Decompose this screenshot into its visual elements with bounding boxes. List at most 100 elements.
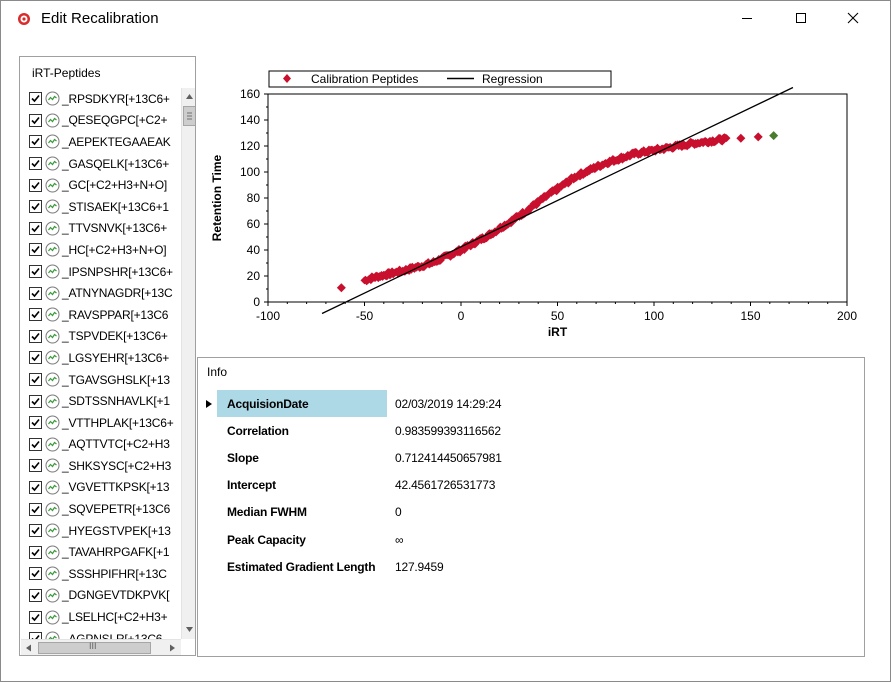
peptide-checkbox[interactable]	[29, 243, 42, 257]
info-key[interactable]: AcquisionDate	[217, 390, 387, 418]
calibration-point[interactable]	[722, 134, 731, 143]
peptide-row[interactable]: _QESEQGPC[+C2+	[29, 110, 181, 132]
peptide-checkbox[interactable]	[29, 135, 42, 149]
peptide-row[interactable]: _STISAEK[+13C6+1	[29, 196, 181, 218]
scroll-up-arrow-icon[interactable]	[183, 90, 196, 104]
peptide-horizontal-scrollbar[interactable]: III	[21, 639, 181, 655]
peptide-checkbox[interactable]	[29, 502, 42, 516]
info-value[interactable]: 0	[395, 505, 402, 520]
info-row[interactable]: Estimated Gradient Length 127.9459	[201, 553, 502, 580]
info-row[interactable]: Intercept 42.4561726531773	[201, 472, 502, 499]
peptide-row[interactable]: _SHKSYSC[+C2+H3	[29, 455, 181, 477]
peptide-checkbox[interactable]	[29, 416, 42, 430]
peptide-checkbox[interactable]	[29, 157, 42, 171]
info-key[interactable]: Peak Capacity	[227, 532, 306, 547]
peptide-row[interactable]: _SQVEPETR[+13C6	[29, 498, 181, 520]
scroll-left-arrow-icon[interactable]	[22, 641, 36, 655]
highlighted-point[interactable]	[769, 131, 779, 141]
peptide-row[interactable]: _TSPVDEK[+13C6+	[29, 326, 181, 348]
peptide-row[interactable]: _SSSHPIFHR[+13C	[29, 563, 181, 585]
peptide-checkbox[interactable]	[29, 524, 42, 538]
peptide-row[interactable]: _HC[+C2+H3+N+O]	[29, 239, 181, 261]
peptide-checkbox[interactable]	[29, 178, 42, 192]
checkmark-icon	[31, 289, 40, 297]
peptide-row[interactable]: _LSELHC[+C2+H3+	[29, 606, 181, 628]
peptide-row[interactable]: _GASQELK[+13C6+	[29, 153, 181, 175]
calibration-point[interactable]	[643, 148, 652, 157]
peptide-checkbox[interactable]	[29, 567, 42, 581]
info-key[interactable]: Slope	[227, 450, 259, 465]
peptide-row[interactable]: _RAVSPPAR[+13C6	[29, 304, 181, 326]
info-key[interactable]: Estimated Gradient Length	[227, 559, 376, 574]
info-value[interactable]: 02/03/2019 14:29:24	[395, 396, 502, 411]
calibration-point[interactable]	[366, 276, 375, 285]
info-row[interactable]: AcquisionDate 02/03/2019 14:29:24	[201, 390, 502, 418]
peptide-checkbox[interactable]	[29, 394, 42, 408]
peptide-checkbox[interactable]	[29, 459, 42, 473]
peptide-row[interactable]: _ATNYNAGDR[+13C	[29, 282, 181, 304]
peptide-checkbox[interactable]	[29, 610, 42, 624]
info-row[interactable]: Peak Capacity ∞	[201, 526, 502, 553]
peptide-checkbox[interactable]	[29, 308, 42, 322]
info-key[interactable]: Median FWHM	[227, 505, 307, 520]
peptide-row[interactable]: _SDTSSNHAVLK[+1	[29, 390, 181, 412]
peptide-checkbox[interactable]	[29, 113, 42, 127]
peptide-checkbox[interactable]	[29, 588, 42, 602]
maximize-button[interactable]	[778, 1, 824, 35]
scroll-down-arrow-icon[interactable]	[183, 622, 196, 636]
horizontal-scroll-thumb[interactable]: III	[38, 641, 151, 654]
info-key[interactable]: Intercept	[227, 478, 276, 493]
info-value[interactable]: 0.983599393116562	[395, 423, 501, 438]
info-value[interactable]: 42.4561726531773	[395, 478, 496, 493]
peptide-row[interactable]: _HYEGSTVPEK[+13	[29, 520, 181, 542]
info-value[interactable]: ∞	[395, 532, 404, 547]
close-button[interactable]	[830, 1, 876, 35]
info-grid[interactable]: AcquisionDate 02/03/2019 14:29:24 Correlat…	[201, 390, 502, 580]
peptide-checkbox[interactable]	[29, 329, 42, 343]
info-value[interactable]: 0.712414450657981	[395, 450, 502, 465]
peptide-checkbox[interactable]	[29, 221, 42, 235]
peptide-checkbox[interactable]	[29, 437, 42, 451]
peptide-checkbox[interactable]	[29, 351, 42, 365]
calibration-point[interactable]	[604, 159, 613, 168]
peptide-label: _AGPNSLR[+13C6	[62, 631, 163, 639]
peptide-row[interactable]: _AEPEKTEGAAEAK	[29, 131, 181, 153]
vertical-scroll-thumb[interactable]	[183, 106, 195, 126]
peptide-row[interactable]: _GC[+C2+H3+N+O]	[29, 174, 181, 196]
info-row[interactable]: Median FWHM 0	[201, 499, 502, 526]
peptide-row[interactable]: _VTTHPLAK[+13C6+	[29, 412, 181, 434]
peptide-row[interactable]: _IPSNPSHR[+13C6+	[29, 261, 181, 283]
calibration-point[interactable]	[336, 283, 346, 293]
peptide-row[interactable]: _AGPNSLR[+13C6	[29, 628, 181, 639]
minimize-button[interactable]	[724, 1, 770, 35]
recalibration-chart[interactable]: 0 20 40 60 80 100 120 140 160 -100 -50 0 50 100 150 200…	[199, 58, 865, 358]
peptide-row[interactable]: _TTVSNVK[+13C6+	[29, 218, 181, 240]
peptide-vertical-scrollbar[interactable]	[181, 88, 196, 639]
peptide-checkbox[interactable]	[29, 200, 42, 214]
peptide-checkbox[interactable]	[29, 92, 42, 106]
title-bar[interactable]: Edit Recalibration	[1, 1, 890, 35]
peptide-checkbox[interactable]	[29, 373, 42, 387]
calibration-point[interactable]	[575, 172, 584, 181]
peptide-checkbox[interactable]	[29, 632, 42, 639]
scroll-right-arrow-icon[interactable]	[165, 641, 179, 655]
peptide-row[interactable]: _VGVETTKPSK[+13	[29, 477, 181, 499]
info-value[interactable]: 127.9459	[395, 559, 444, 574]
peptide-checkbox[interactable]	[29, 545, 42, 559]
peptide-row[interactable]: _AQTTVTC[+C2+H3	[29, 434, 181, 456]
calibration-point[interactable]	[753, 132, 763, 142]
peptide-checkbox[interactable]	[29, 286, 42, 300]
peptide-row[interactable]: _RPSDKYR[+13C6+	[29, 88, 181, 110]
calibration-point[interactable]	[736, 133, 746, 143]
regression-line[interactable]	[321, 86, 794, 315]
peptide-checkbox[interactable]	[29, 265, 42, 279]
peptide-list[interactable]: _RPSDKYR[+13C6+ _QESEQGPC[+C2+ _AEPEKTEGAA…	[29, 88, 181, 639]
peptide-row[interactable]: _DGNGEVTDKPVK[	[29, 585, 181, 607]
peptide-checkbox[interactable]	[29, 480, 42, 494]
peptide-row[interactable]: _LGSYEHR[+13C6+	[29, 347, 181, 369]
peptide-row[interactable]: _TGAVSGHSLK[+13	[29, 369, 181, 391]
info-key[interactable]: Correlation	[227, 423, 289, 438]
peptide-row[interactable]: _TAVAHRPGAFK[+1	[29, 541, 181, 563]
info-row[interactable]: Slope 0.712414450657981	[201, 444, 502, 471]
info-row[interactable]: Correlation 0.983599393116562	[201, 417, 502, 444]
